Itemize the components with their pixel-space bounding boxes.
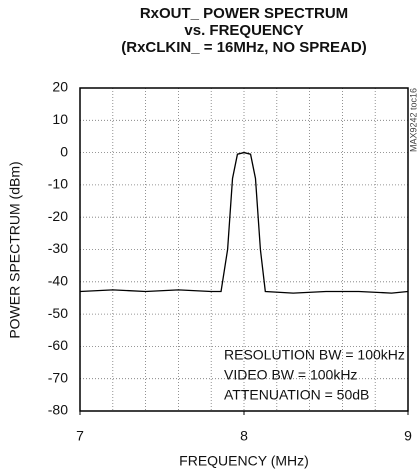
x-tick-label: 9 [404,428,412,444]
y-tick-label: 10 [52,111,68,127]
annotation: RESOLUTION BW = 100kHz [224,347,405,363]
y-tick-label: -80 [48,402,68,418]
y-tick-label: 20 [52,79,68,95]
annotation: ATTENUATION = 50dB [224,387,369,403]
chart-title: vs. FREQUENCY [184,22,303,39]
y-tick-label: -50 [48,305,68,321]
y-axis-label: POWER SPECTRUM (dBm) [7,161,23,338]
x-tick-label: 8 [240,428,248,444]
y-tick-label: 0 [60,143,68,159]
chart-title: RxOUT_ POWER SPECTRUM [140,5,348,22]
chart-title: (RxCLKIN_ = 16MHz, NO SPREAD) [121,39,366,56]
x-axis-label: FREQUENCY (MHz) [179,453,309,469]
y-tick-label: -70 [48,369,68,385]
figure-id: MAX9242 toc16 [408,88,418,152]
y-tick-label: -30 [48,240,68,256]
series-line [79,151,409,294]
y-tick-label: -10 [48,176,68,192]
y-tick-label: -20 [48,208,68,224]
y-tick-label: -40 [48,273,68,289]
plot-frame [79,87,409,412]
y-tick-label: -60 [48,337,68,353]
x-tick-label: 7 [76,428,84,444]
annotation: VIDEO BW = 100kHz [224,367,357,383]
